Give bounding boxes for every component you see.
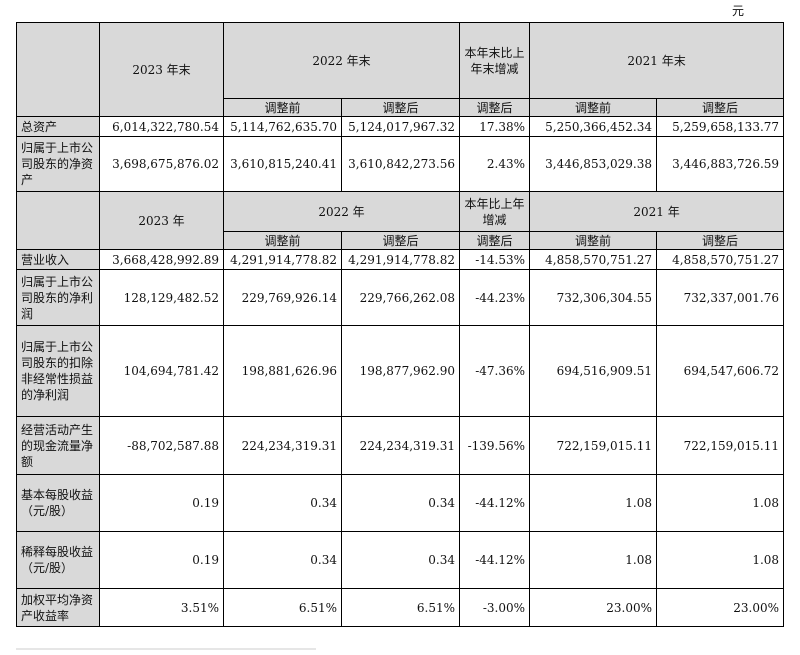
cell-2022-after: 229,766,262.08 [340,269,461,326]
row-label: 加权平均净资产收益率 [16,588,100,627]
cell-2021-before: 23.00% [529,588,658,627]
table-row-revenue: 营业收入 3,668,428,992.89 4,291,914,778.82 4… [16,249,785,270]
subheader-after-adjust: 调整后 [340,231,461,250]
header-blank-cell [16,191,100,250]
cell-2022-after: 5,124,017,967.32 [340,116,461,137]
cell-2021-after: 23.00% [656,588,785,627]
subheader-2021-before-adjust: 调整前 [529,98,658,117]
cell-2022-after: 198,877,962.90 [340,325,461,417]
cell-2022-after: 0.34 [340,531,461,589]
cell-2021-after: 4,858,570,751.27 [656,249,785,270]
cell-2023: 104,694,781.42 [99,325,224,417]
subheader-before-adjust: 调整前 [223,98,342,117]
header-2023-year-end: 2023 年末 [99,22,224,117]
cell-2022-after: 224,234,319.31 [340,416,461,475]
row-label: 基本每股收益（元/股） [16,474,100,532]
subheader-after-adjust: 调整后 [340,98,461,117]
row-label: 归属于上市公司股东的扣除非经常性损益的净利润 [16,325,100,417]
table-row-operating-cash-flow: 经营活动产生的现金流量净额 -88,702,587.88 224,234,319… [16,416,785,475]
cell-2021-after: 5,259,658,133.77 [656,116,785,137]
cell-2021-before: 4,858,570,751.27 [529,249,658,270]
currency-unit: 元 [731,4,744,18]
cell-2021-before: 1.08 [529,531,658,589]
cell-2021-after: 1.08 [656,474,785,532]
header-2022-year-end: 2022 年末 [222,22,461,99]
cell-2023: 6,014,322,780.54 [99,116,224,137]
cell-2023: -88,702,587.88 [99,416,224,475]
table-row-basic-eps: 基本每股收益（元/股） 0.19 0.34 0.34 -44.12% 1.08 … [16,474,785,532]
table-row-net-assets: 归属于上市公司股东的净资产 3,698,675,876.02 3,610,815… [16,136,785,192]
cell-change: -44.23% [459,269,531,326]
row-label: 稀释每股收益（元/股） [16,531,100,589]
cell-2022-before: 6.51% [223,588,342,627]
page-divider [16,648,316,650]
row-label: 归属于上市公司股东的净资产 [16,136,100,192]
subheader-before-adjust: 调整前 [223,231,342,250]
cell-2021-before: 1.08 [529,474,658,532]
subheader-change-after-adjust: 调整后 [459,231,531,250]
row-label: 营业收入 [16,249,100,270]
row-label: 归属于上市公司股东的净利润 [16,269,100,326]
cell-2022-before: 4,291,914,778.82 [223,249,342,270]
cell-2021-before: 732,306,304.55 [529,269,658,326]
cell-change: -14.53% [459,249,531,270]
cell-2022-before: 0.34 [223,531,342,589]
cell-2021-before: 5,250,366,452.34 [529,116,658,137]
header-2023-year: 2023 年 [99,191,224,250]
cell-2023: 128,129,482.52 [99,269,224,326]
header-yoy-change: 本年末比上年末增减 [459,22,531,99]
cell-2022-before: 5,114,762,635.70 [223,116,342,137]
table-row-weighted-roe: 加权平均净资产收益率 3.51% 6.51% 6.51% -3.00% 23.0… [16,588,785,627]
table-row-net-profit: 归属于上市公司股东的净利润 128,129,482.52 229,769,926… [16,269,785,326]
cell-2022-before: 0.34 [223,474,342,532]
cell-2022-after: 4,291,914,778.82 [340,249,461,270]
table-row-adjusted-net-profit: 归属于上市公司股东的扣除非经常性损益的净利润 104,694,781.42 19… [16,325,785,417]
cell-2021-after: 732,337,001.76 [656,269,785,326]
financial-data-table: 2023 年末 2022 年末 本年末比上年末增减 2021 年末 调整前 调整… [16,22,785,627]
cell-2022-before: 229,769,926.14 [223,269,342,326]
cell-change: -44.12% [459,531,531,589]
cell-2022-before: 198,881,626.96 [223,325,342,417]
cell-2021-after: 1.08 [656,531,785,589]
balance-header-row: 2023 年末 2022 年末 本年末比上年末增减 2021 年末 [16,22,785,117]
subheader-2021-after-adjust: 调整后 [656,231,785,250]
row-label: 总资产 [16,116,100,137]
cell-2022-after: 0.34 [340,474,461,532]
cell-change: -47.36% [459,325,531,417]
cell-2021-after: 3,446,883,726.59 [656,136,785,192]
cell-2021-before: 722,159,015.11 [529,416,658,475]
cell-2023: 0.19 [99,531,224,589]
subheader-change-after-adjust: 调整后 [459,98,531,117]
cell-2021-before: 3,446,853,029.38 [529,136,658,192]
cell-2023: 0.19 [99,474,224,532]
cell-2022-before: 224,234,319.31 [223,416,342,475]
subheader-2021-before-adjust: 调整前 [529,231,658,250]
cell-change: -139.56% [459,416,531,475]
header-2021-year: 2021 年 [529,191,785,232]
header-2022-year: 2022 年 [222,191,461,232]
balance-subheader-row: 调整前 调整后 调整后 调整前 调整后 [17,98,785,117]
header-2021-year-end: 2021 年末 [529,22,785,99]
cell-change: -44.12% [459,474,531,532]
table-row-diluted-eps: 稀释每股收益（元/股） 0.19 0.34 0.34 -44.12% 1.08 … [16,531,785,589]
income-header-row: 2023 年 2022 年 本年比上年增减 2021 年 [16,191,785,250]
cell-change: -3.00% [459,588,531,627]
table-row-total-assets: 总资产 6,014,322,780.54 5,114,762,635.70 5,… [16,116,785,137]
cell-change: 17.38% [459,116,531,137]
cell-2022-after: 3,610,842,273.56 [340,136,461,192]
cell-change: 2.43% [459,136,531,192]
cell-2022-before: 3,610,815,240.41 [223,136,342,192]
cell-2021-before: 694,516,909.51 [529,325,658,417]
header-blank-cell [16,22,100,117]
row-label: 经营活动产生的现金流量净额 [16,416,100,475]
cell-2022-after: 6.51% [340,588,461,627]
cell-2021-after: 694,547,606.72 [656,325,785,417]
cell-2021-after: 722,159,015.11 [656,416,785,475]
subheader-2021-after-adjust: 调整后 [656,98,785,117]
cell-2023: 3,698,675,876.02 [99,136,224,192]
header-yoy-change: 本年比上年增减 [459,191,531,232]
cell-2023: 3.51% [99,588,224,627]
cell-2023: 3,668,428,992.89 [99,249,224,270]
